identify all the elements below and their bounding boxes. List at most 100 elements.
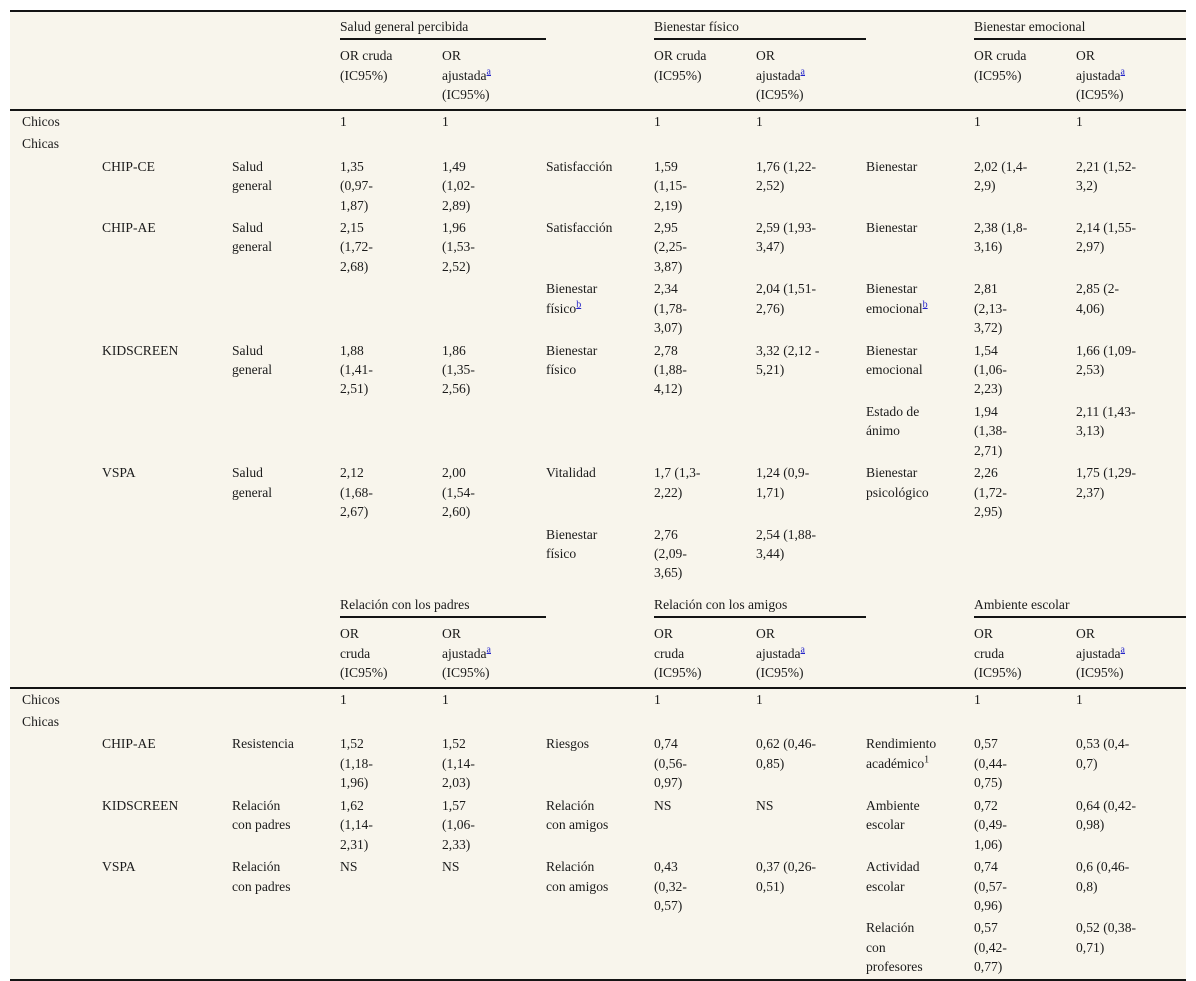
empty-cell [10, 585, 102, 617]
or-adjusted-value: 2,14 (1,55-2,97) [1076, 219, 1137, 255]
column-group-title: Bienestar emocional [974, 19, 1086, 34]
empty-cell [866, 617, 974, 689]
table-row: CHIP-AE Resistencia 1,52 (1,18-1,96) 1,52 (… [10, 733, 1186, 794]
sex-row-label: Chicos [22, 113, 60, 129]
empty-cell [1076, 524, 1186, 585]
dimension-label: Relación con profesores [866, 920, 923, 975]
footnote-link-a[interactable]: a [486, 66, 491, 78]
or-crude-value: 2,95 (2,25-3,87) [654, 219, 687, 274]
empty-cell [546, 711, 654, 733]
or-crude-value: 1 [974, 113, 981, 129]
dimension-label: Resistencia [232, 736, 294, 752]
or-crude-value: 2,78 (1,88-4,12) [654, 342, 687, 397]
footnote-link-b[interactable]: b [922, 299, 928, 311]
dimension-label: Actividad escolar [866, 859, 920, 894]
dimension-label: Ambiente escolar [866, 797, 920, 833]
empty-cell [10, 617, 102, 689]
column-group-title-cell: Ambiente escolar [974, 584, 1187, 619]
column-group-title-cell: Relación con los amigos [654, 584, 866, 619]
empty-cell [756, 917, 866, 979]
or-adjusted-value: 2,21 (1,52-3,2) [1076, 158, 1137, 194]
table-row: Relación con profesores 0,57 (0,42-0,77) 0… [10, 917, 1186, 979]
or-adjusted-value: 1,57 (1,06-2,33) [442, 797, 475, 852]
or-adjusted-value: 1,76 (1,22-2,52) [756, 158, 817, 194]
empty-cell [232, 133, 340, 155]
empty-cell [1076, 711, 1186, 733]
or-adjusted-value: 0,37 (0,26-0,51) [756, 859, 817, 894]
or-header-row: OR cruda (IC95%) OR ajustadaa (IC95%) OR c… [10, 39, 1187, 111]
or-crude-value: 2,81 (2,13-3,72) [974, 281, 1007, 336]
empty-cell [756, 133, 866, 155]
column-group-title-cell: Relación con los padres [340, 584, 546, 619]
dimension-label: Salud general [232, 342, 272, 377]
or-crude-value: 2,26 (1,72-2,95) [974, 465, 1007, 520]
table-row: KIDSCREEN Relación con padres 1,62 (1,14-2… [10, 795, 1186, 856]
dimension-label: Bienestar emocionalb [866, 278, 974, 339]
empty-cell [10, 401, 102, 462]
group-header-row: Relación con los padres Relación con los … [10, 584, 1187, 619]
table-row: Bienestar físicob 2,34 (1,78-3,07) 2,04 (1… [10, 278, 1186, 339]
or-column-header: OR cruda [654, 48, 707, 64]
empty-cell [102, 688, 232, 711]
dimension-label: Bienestar físico [546, 526, 598, 561]
footnote-link-a[interactable]: a [486, 644, 491, 656]
dimension-label: Estado de ánimo [866, 403, 920, 439]
empty-cell [340, 133, 442, 155]
or-crude-value: 1,7 (1,3-2,22) [654, 465, 701, 500]
or-adjusted-value: 2,00 (1,54-2,60) [442, 465, 475, 520]
footnote-link-a[interactable]: a [800, 66, 805, 78]
or-adjusted-value: 2,54 (1,88-3,44) [756, 526, 817, 561]
empty-cell [756, 401, 866, 462]
footnote-link-a[interactable]: a [1120, 66, 1125, 78]
table-row: Chicos 1 1 1 1 1 1 [10, 688, 1186, 711]
table-row: Bienestar físico 2,76 (2,09-3,65) 2,54 (1,… [10, 524, 1186, 585]
or-crude-value: NS [340, 859, 358, 875]
sex-row-label: Chicas [22, 714, 59, 729]
empty-cell [10, 11, 102, 39]
column-group-title: Relación con los padres [340, 596, 470, 612]
empty-cell [232, 278, 340, 339]
or-crude-value: 0,74 (0,57-0,96) [974, 859, 1007, 913]
dimension-label: Rendimiento académico1 [866, 733, 974, 794]
or-column-header-cell: OR cruda (IC95%) [340, 39, 442, 111]
or-header-ci-label: (IC95%) [756, 665, 804, 681]
or-header-ci-label: (IC95%) [654, 665, 702, 681]
table-row: KIDSCREEN Salud general 1,88 (1,41-2,51) 1,… [10, 340, 1186, 401]
empty-cell [654, 133, 756, 155]
table-row: Estado de ánimo 1,94 (1,38-2,71) 2,11 (1,4… [10, 401, 1186, 462]
column-group-title-cell: Bienestar físico [654, 11, 866, 41]
dimension-label: Bienestar psicológico [866, 465, 929, 500]
footnote-link-a[interactable]: a [1120, 644, 1125, 656]
empty-cell [654, 917, 756, 979]
empty-cell [756, 711, 866, 733]
empty-cell [10, 340, 102, 401]
footnote-link-a[interactable]: a [800, 644, 805, 656]
empty-cell [102, 711, 232, 733]
or-adjusted-value: 1 [442, 113, 449, 129]
footnote-link-b[interactable]: b [576, 299, 582, 311]
dimension-label-text: Bienestar físico [546, 281, 598, 316]
or-column-header-cell: OR ajustadaa (IC95%) [1076, 617, 1187, 689]
empty-cell [1076, 133, 1186, 155]
or-column-header: OR cruda [340, 48, 393, 64]
or-adjusted-value: 2,04 (1,51-2,76) [756, 281, 817, 316]
dimension-label: Bienestar físico [546, 342, 598, 377]
dimension-label: Relación con padres [232, 797, 291, 833]
empty-cell [232, 711, 340, 733]
empty-cell [232, 401, 340, 462]
column-group-title: Relación con los amigos [654, 596, 788, 612]
dimension-label: Bienestar [866, 158, 918, 174]
or-adjusted-value: 1,52 (1,14-2,03) [442, 736, 475, 791]
empty-cell [102, 917, 232, 979]
questionnaire-name: CHIP-AE [102, 219, 156, 235]
or-adjusted-value: 0,6 (0,46-0,8) [1076, 859, 1130, 894]
or-adjusted-value: NS [442, 859, 460, 875]
table-row: Chicas [10, 711, 1186, 733]
or-adjusted-value: 2,11 (1,43-3,13) [1076, 403, 1136, 439]
or-crude-value: 1,52 (1,18-1,96) [340, 736, 373, 791]
empty-cell [866, 585, 974, 617]
table-row: VSPA Relación con padres NS NS Relación con … [10, 856, 1186, 917]
or-adjusted-value: 0,64 (0,42-0,98) [1076, 797, 1137, 833]
dimension-label: Salud general [232, 465, 272, 500]
column-group-title: Ambiente escolar [974, 596, 1070, 612]
